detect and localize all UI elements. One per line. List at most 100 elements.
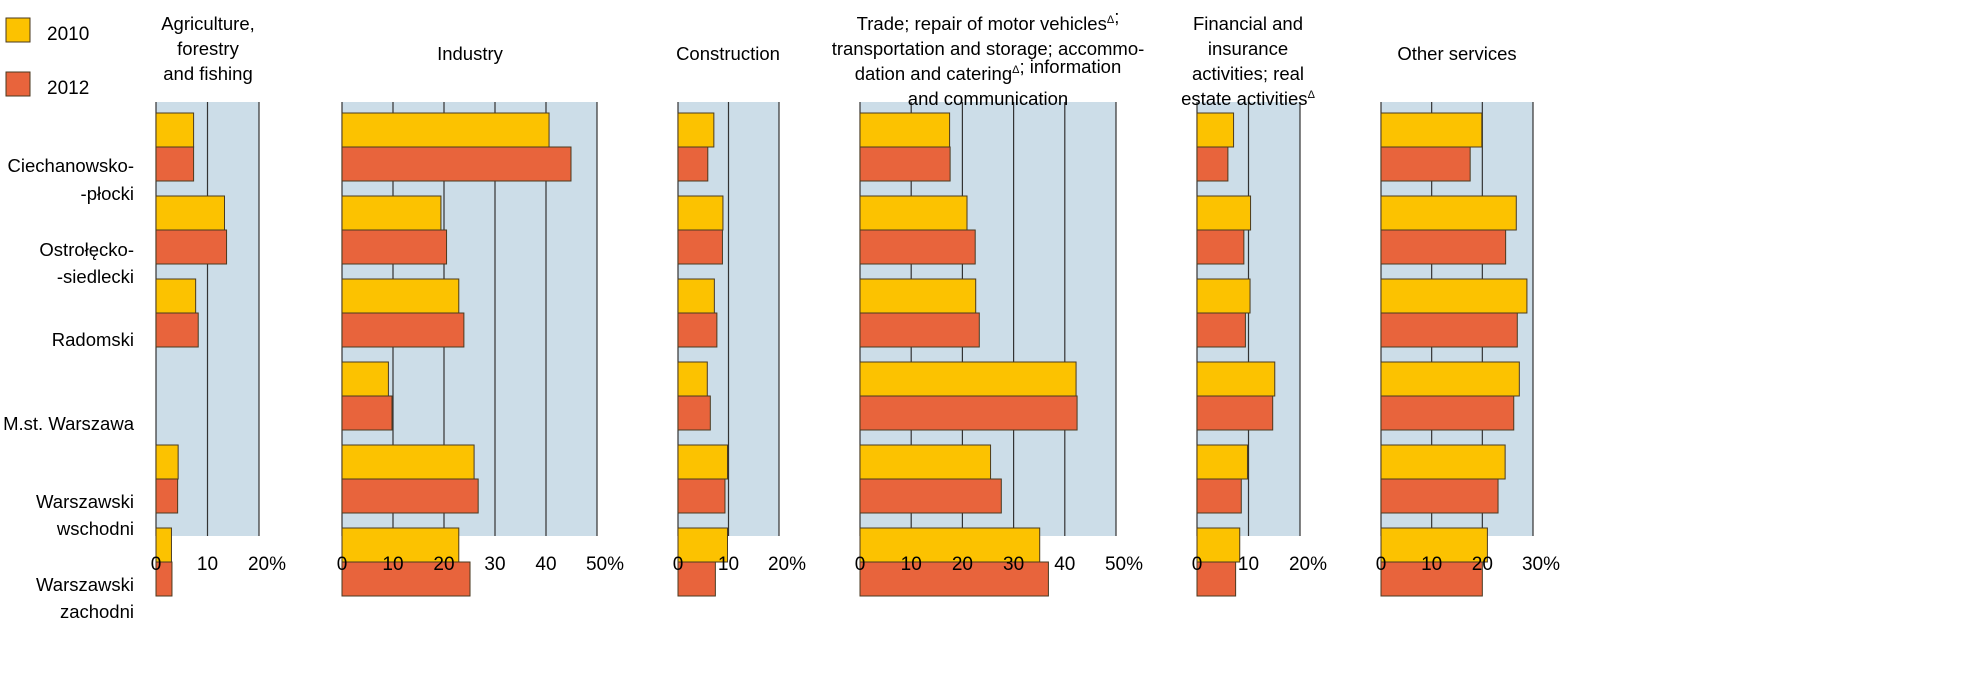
tick-label: 20 — [433, 554, 454, 575]
bar-2010 — [155, 444, 179, 480]
bar-2012 — [677, 478, 726, 514]
bar-2010 — [859, 195, 968, 231]
panel-title: transportation and storage; accommo- — [832, 38, 1145, 59]
bar-2012 — [859, 478, 1002, 514]
bar-2010 — [1196, 361, 1276, 397]
legend-label-2010: 2010 — [47, 24, 89, 45]
legend-swatch-2012 — [5, 71, 31, 97]
bar-2010 — [859, 361, 1077, 397]
bar-2010 — [155, 195, 225, 231]
bar-2010 — [1196, 195, 1252, 231]
panel-title: and communication — [908, 88, 1068, 109]
bar-2012 — [859, 229, 976, 265]
bar-2012 — [1380, 312, 1518, 348]
bar-2010 — [859, 112, 951, 148]
bar-2010 — [677, 278, 715, 314]
tick-label: 50% — [586, 554, 624, 575]
bar-2012 — [341, 229, 448, 265]
bar-2010 — [677, 195, 724, 231]
panel-title: activities; real — [1192, 63, 1304, 84]
panel-6: 0 10 20 30% Other services — [1376, 43, 1560, 597]
legend: 2010 2012 — [5, 17, 89, 99]
tick-label: 30 — [1003, 554, 1024, 575]
panel-title: and fishing — [163, 63, 252, 84]
bar-2012 — [677, 229, 723, 265]
row-label: -płocki — [81, 183, 134, 204]
panel-title: insurance — [1208, 38, 1288, 59]
bar-2012 — [677, 395, 711, 431]
bar-2010 — [677, 527, 728, 563]
panel-title: Construction — [676, 43, 780, 64]
panel-title: Other services — [1397, 43, 1516, 64]
legend-swatch-2010 — [5, 17, 31, 43]
tick-label: 20 — [1472, 554, 1493, 575]
bar-2012 — [155, 229, 228, 265]
bar-2012 — [1196, 312, 1246, 348]
bar-2012 — [677, 561, 716, 597]
bar-2012 — [155, 561, 173, 597]
tick-label: 0 — [337, 554, 348, 575]
tick-label: 20 — [952, 554, 973, 575]
bar-2012 — [1196, 395, 1274, 431]
bar-2012 — [859, 395, 1078, 431]
row-label: zachodni — [60, 601, 134, 622]
tick-label: 10 — [1238, 554, 1259, 575]
tick-label: 10 — [197, 554, 218, 575]
bar-2010 — [859, 444, 992, 480]
bar-2012 — [341, 561, 471, 597]
row-label: Radomski — [52, 329, 134, 350]
bar-2012 — [1380, 561, 1483, 597]
tick-label: 0 — [855, 554, 866, 575]
row-labels: Ciechanowsko- -płocki Ostrołęcko- -siedleck… — [3, 155, 135, 622]
tick-label: 10 — [382, 554, 403, 575]
bar-2010 — [1380, 527, 1488, 563]
bar-2012 — [1380, 229, 1507, 265]
bar-2012 — [859, 561, 1049, 597]
bar-2010 — [677, 361, 708, 397]
tick-label: 40 — [1054, 554, 1075, 575]
bar-2010 — [1380, 444, 1506, 480]
bar-2010 — [1196, 444, 1248, 480]
tick-label: 10 — [901, 554, 922, 575]
bar-2010 — [341, 112, 550, 148]
bar-2010 — [1380, 361, 1520, 397]
tick-label: 0 — [1376, 554, 1387, 575]
bar-2012 — [155, 146, 195, 182]
row-label: M.st. Warszawa — [3, 413, 135, 434]
bar-2010 — [155, 112, 195, 148]
panel-title: dation and cateringΔ; information — [855, 56, 1122, 84]
bar-2012 — [677, 312, 718, 348]
tick-label: 30 — [484, 554, 505, 575]
bar-2010 — [341, 527, 460, 563]
tick-label: 50% — [1105, 554, 1143, 575]
bar-2010 — [1380, 278, 1528, 314]
bar-2012 — [341, 395, 393, 431]
panel-3: 0 10 20% Construction — [673, 43, 806, 597]
panel-title: forestry — [177, 38, 239, 59]
bar-2010 — [1196, 527, 1241, 563]
panel-title: estate activitiesΔ — [1181, 88, 1315, 109]
panel-4: 0 10 20 30 40 50% Trade; repair of motor vehic… — [832, 6, 1145, 597]
bar-2012 — [1196, 229, 1245, 265]
tick-label: 0 — [151, 554, 162, 575]
bar-2010 — [677, 444, 728, 480]
bar-2012 — [155, 312, 199, 348]
tick-label: 30% — [1522, 554, 1560, 575]
tick-label: 10 — [718, 554, 739, 575]
bar-2010 — [859, 278, 977, 314]
bar-2012 — [1380, 478, 1499, 514]
bar-2012 — [341, 312, 465, 348]
bar-2012 — [155, 478, 179, 514]
bar-2012 — [677, 146, 709, 182]
tick-label: 10 — [1421, 554, 1442, 575]
tick-label: 0 — [1192, 554, 1203, 575]
row-label: -siedlecki — [57, 266, 134, 287]
panel-title: Trade; repair of motor vehiclesΔ; — [857, 6, 1120, 34]
bar-2010 — [1196, 278, 1251, 314]
tick-label: 40 — [535, 554, 556, 575]
row-label: Ostrołęcko- — [39, 239, 134, 260]
panel-title: Financial and — [1193, 13, 1303, 34]
bar-2012 — [1196, 561, 1237, 597]
bar-2010 — [155, 278, 197, 314]
